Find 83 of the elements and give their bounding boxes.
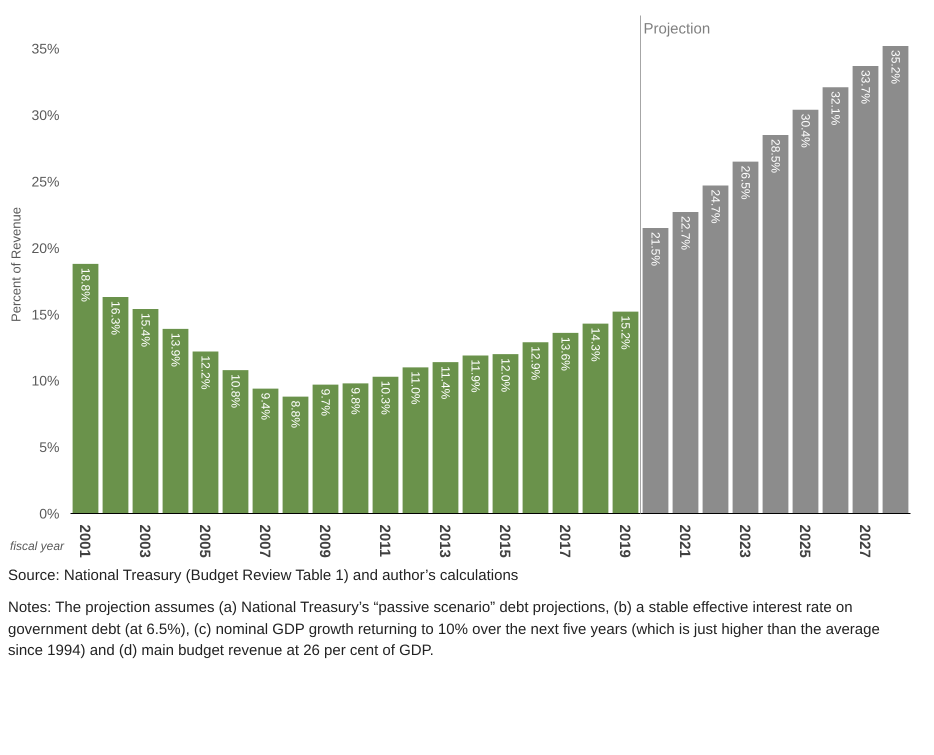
x-tick-label: 2003	[136, 524, 153, 558]
data-label: 9.4%	[258, 392, 272, 420]
x-tick-label: 2025	[796, 524, 813, 558]
y-tick-label: 20%	[31, 240, 60, 256]
x-tick-label: 2005	[196, 524, 213, 558]
data-label: 28.5%	[768, 139, 782, 174]
bar	[762, 135, 788, 514]
data-label: 24.7%	[708, 189, 722, 224]
x-tick-label: 2009	[316, 524, 333, 558]
bar	[612, 312, 638, 514]
bar	[72, 264, 98, 514]
bar	[222, 370, 248, 514]
bar	[282, 396, 308, 514]
bar	[702, 185, 728, 514]
bar	[252, 388, 278, 514]
bar	[882, 46, 908, 514]
bar	[492, 354, 518, 514]
data-label: 16.3%	[108, 301, 122, 336]
data-label: 9.7%	[318, 388, 332, 416]
data-label: 15.2%	[618, 316, 632, 350]
bar	[582, 324, 608, 514]
data-label: 26.5%	[738, 166, 752, 200]
data-label: 30.4%	[798, 114, 812, 148]
x-tick-label: 2021	[676, 524, 693, 558]
bar	[132, 308, 158, 514]
x-tick-label: 2011	[376, 524, 393, 558]
bar	[822, 87, 848, 514]
x-tick-label: 2015	[496, 524, 513, 558]
bar	[342, 383, 368, 514]
data-label: 11.9%	[468, 359, 482, 393]
bar	[732, 162, 758, 514]
data-label: 12.9%	[528, 346, 542, 381]
data-label: 13.9%	[168, 332, 182, 368]
data-label: 10.8%	[228, 374, 242, 408]
data-label: 9.8%	[348, 387, 362, 416]
bar	[462, 355, 488, 514]
y-axis-title: Percent of Revenue	[8, 207, 24, 322]
data-label: 14.3%	[588, 328, 602, 362]
data-label: 33.7%	[858, 70, 872, 104]
y-tick-label: 15%	[31, 306, 60, 322]
data-label: 11.4%	[438, 366, 452, 400]
data-label: 12.0%	[498, 358, 512, 392]
bar	[852, 66, 878, 514]
bar	[792, 110, 818, 514]
data-label: 10.3%	[378, 380, 392, 416]
bar	[642, 228, 668, 514]
x-tick-label: 2013	[436, 524, 453, 558]
data-label: 22.7%	[678, 216, 692, 250]
data-label: 32.1%	[828, 91, 842, 126]
x-axis-title: fiscal year	[10, 538, 64, 555]
bar	[102, 297, 128, 514]
y-tick-label: 25%	[31, 174, 60, 190]
bar	[402, 367, 428, 514]
x-tick-label: 2019	[616, 524, 633, 558]
data-label: 12.2%	[198, 355, 212, 390]
data-label: 15.4%	[138, 312, 152, 348]
bar	[372, 376, 398, 514]
data-label: 35.2%	[888, 50, 902, 84]
data-label: 13.6%	[558, 336, 572, 372]
bar	[432, 362, 458, 514]
bar	[552, 332, 578, 514]
data-label: 11.0%	[408, 371, 422, 405]
bar	[312, 384, 338, 514]
bar	[522, 342, 548, 514]
bar	[162, 328, 188, 514]
data-label: 21.5%	[648, 232, 662, 266]
x-tick-label: 2023	[736, 524, 753, 558]
x-tick-label: 2001	[76, 524, 93, 558]
source-note: Source: National Treasury (Budget Review Table 1) and author’s calculations	[8, 566, 518, 586]
x-tick-label: 2007	[256, 524, 273, 558]
y-tick-label: 0%	[39, 506, 60, 522]
y-tick-label: 5%	[39, 439, 60, 456]
data-label: 8.8%	[288, 400, 302, 428]
x-tick-label: 2027	[856, 524, 873, 558]
ref-line-label: Projection	[644, 20, 710, 38]
text: Notes: The projection assumes (a) National Treasury’s “passive scenario” debt projections, (b) a stable effective interest rate on government debt (at 6.5%), (c) nominal GDP growth returning to 10% over the next five years (which is just higher than the average since 1994) and (d) main budget revenue at 26 per cent of GDP.	[8, 598, 881, 662]
y-tick-label: 10%	[31, 372, 60, 389]
bar	[192, 351, 218, 514]
y-tick-label: 35%	[31, 40, 60, 57]
data-label: 18.8%	[78, 268, 92, 302]
bar	[672, 212, 698, 514]
x-tick-label: 2017	[556, 524, 573, 558]
y-tick-label: 30%	[31, 107, 60, 124]
